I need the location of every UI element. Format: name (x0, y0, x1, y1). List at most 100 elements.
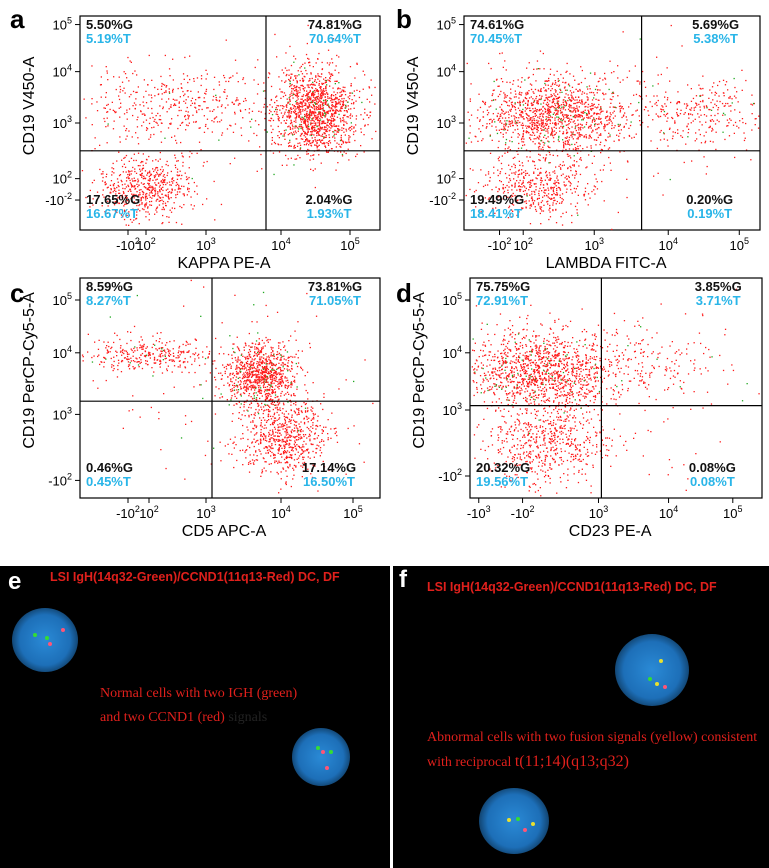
scatter-point (589, 72, 592, 74)
scatter-point (135, 217, 138, 220)
scatter-point (205, 93, 207, 95)
scatter-point (118, 202, 120, 205)
scatter-point (107, 79, 109, 81)
scatter-point (202, 203, 204, 206)
scatter-point (657, 74, 659, 76)
scatter-point (91, 98, 93, 100)
scatter-point (323, 78, 325, 80)
scatter-point (130, 93, 132, 96)
scatter-point (214, 117, 216, 119)
scatter-point (133, 219, 135, 221)
scatter-point (152, 186, 154, 188)
scatter-point (206, 160, 208, 163)
scatter-point (571, 99, 573, 102)
scatter-point (529, 117, 531, 120)
scatter-point (286, 116, 288, 118)
scatter-point (141, 196, 144, 198)
scatter-point (363, 134, 365, 136)
scatter-point (665, 91, 667, 93)
scatter-point (714, 103, 716, 105)
scatter-point (659, 131, 661, 133)
scatter-point (313, 84, 315, 86)
scatter-point (339, 95, 341, 97)
scatter-point (666, 139, 669, 141)
scatter-point (341, 100, 343, 103)
scatter-point (542, 106, 544, 108)
scatter-point (690, 122, 692, 124)
scatter-point (722, 92, 725, 94)
scatter-point (140, 200, 142, 202)
scatter-point (542, 210, 545, 212)
scatter-point (296, 86, 298, 88)
scatter-point (549, 96, 551, 98)
scatter-point (578, 83, 580, 85)
scatter-point (312, 99, 314, 101)
scatter-point (302, 94, 305, 96)
scatter-point (325, 129, 327, 131)
scatter-point (295, 95, 298, 97)
scatter-point (297, 102, 299, 104)
scatter-point (511, 189, 513, 191)
scatter-point (538, 153, 540, 155)
scatter-point (526, 117, 528, 119)
scatter-point (310, 155, 312, 157)
scatter-point (294, 158, 296, 160)
scatter-point (532, 203, 535, 205)
scatter-point (511, 122, 513, 124)
scatter-point (165, 194, 167, 196)
scatter-point (519, 190, 521, 192)
scatter-point (140, 197, 142, 199)
scatter-point (504, 120, 506, 122)
scatter-point (276, 56, 278, 58)
scatter-point (532, 73, 534, 76)
scatter-point (231, 357, 233, 360)
scatter-point (502, 186, 504, 189)
scatter-point (621, 106, 623, 108)
scatter-point (296, 115, 298, 117)
scatter-point (304, 99, 306, 101)
scatter-point (540, 172, 542, 174)
scatter-point (335, 109, 337, 111)
scatter-point (522, 108, 524, 111)
scatter-point (561, 114, 564, 116)
scatter-point (325, 79, 327, 82)
scatter-point (514, 182, 516, 184)
scatter-point (504, 93, 506, 96)
scatter-point (295, 108, 297, 110)
scatter-point (154, 189, 157, 191)
scatter-point (145, 193, 147, 195)
scatter-point (112, 191, 114, 193)
scatter-point (320, 76, 322, 78)
scatter-point (503, 97, 506, 99)
scatter-point (533, 128, 535, 130)
scatter-point (151, 185, 153, 188)
scatter-point (137, 186, 139, 188)
scatter-point (586, 99, 589, 101)
scatter-point (540, 201, 542, 204)
scatter-point (198, 141, 201, 143)
scatter-point (330, 122, 333, 125)
scatter-point (115, 111, 117, 113)
scatter-point (240, 134, 243, 137)
scatter-point (663, 114, 665, 116)
scatter-point (651, 105, 653, 108)
scatter-point (340, 139, 343, 142)
scatter-point (568, 148, 571, 150)
scatter-point (258, 351, 261, 354)
quadrant-percent-total: 5.38%T (693, 31, 738, 46)
scatter-point (248, 376, 250, 378)
scatter-point (168, 191, 171, 193)
scatter-point (687, 84, 689, 86)
scatter-point (623, 125, 625, 128)
scatter-point (544, 192, 546, 194)
scatter-point (537, 197, 539, 200)
scatter-point (677, 115, 679, 117)
scatter-point (142, 183, 144, 185)
scatter-point (278, 352, 281, 354)
scatter-point (518, 182, 520, 184)
scatter-point (159, 105, 161, 107)
scatter-point (619, 111, 621, 113)
scatter-point (299, 147, 302, 149)
scatter-point (336, 131, 338, 133)
scatter-point (224, 91, 226, 93)
